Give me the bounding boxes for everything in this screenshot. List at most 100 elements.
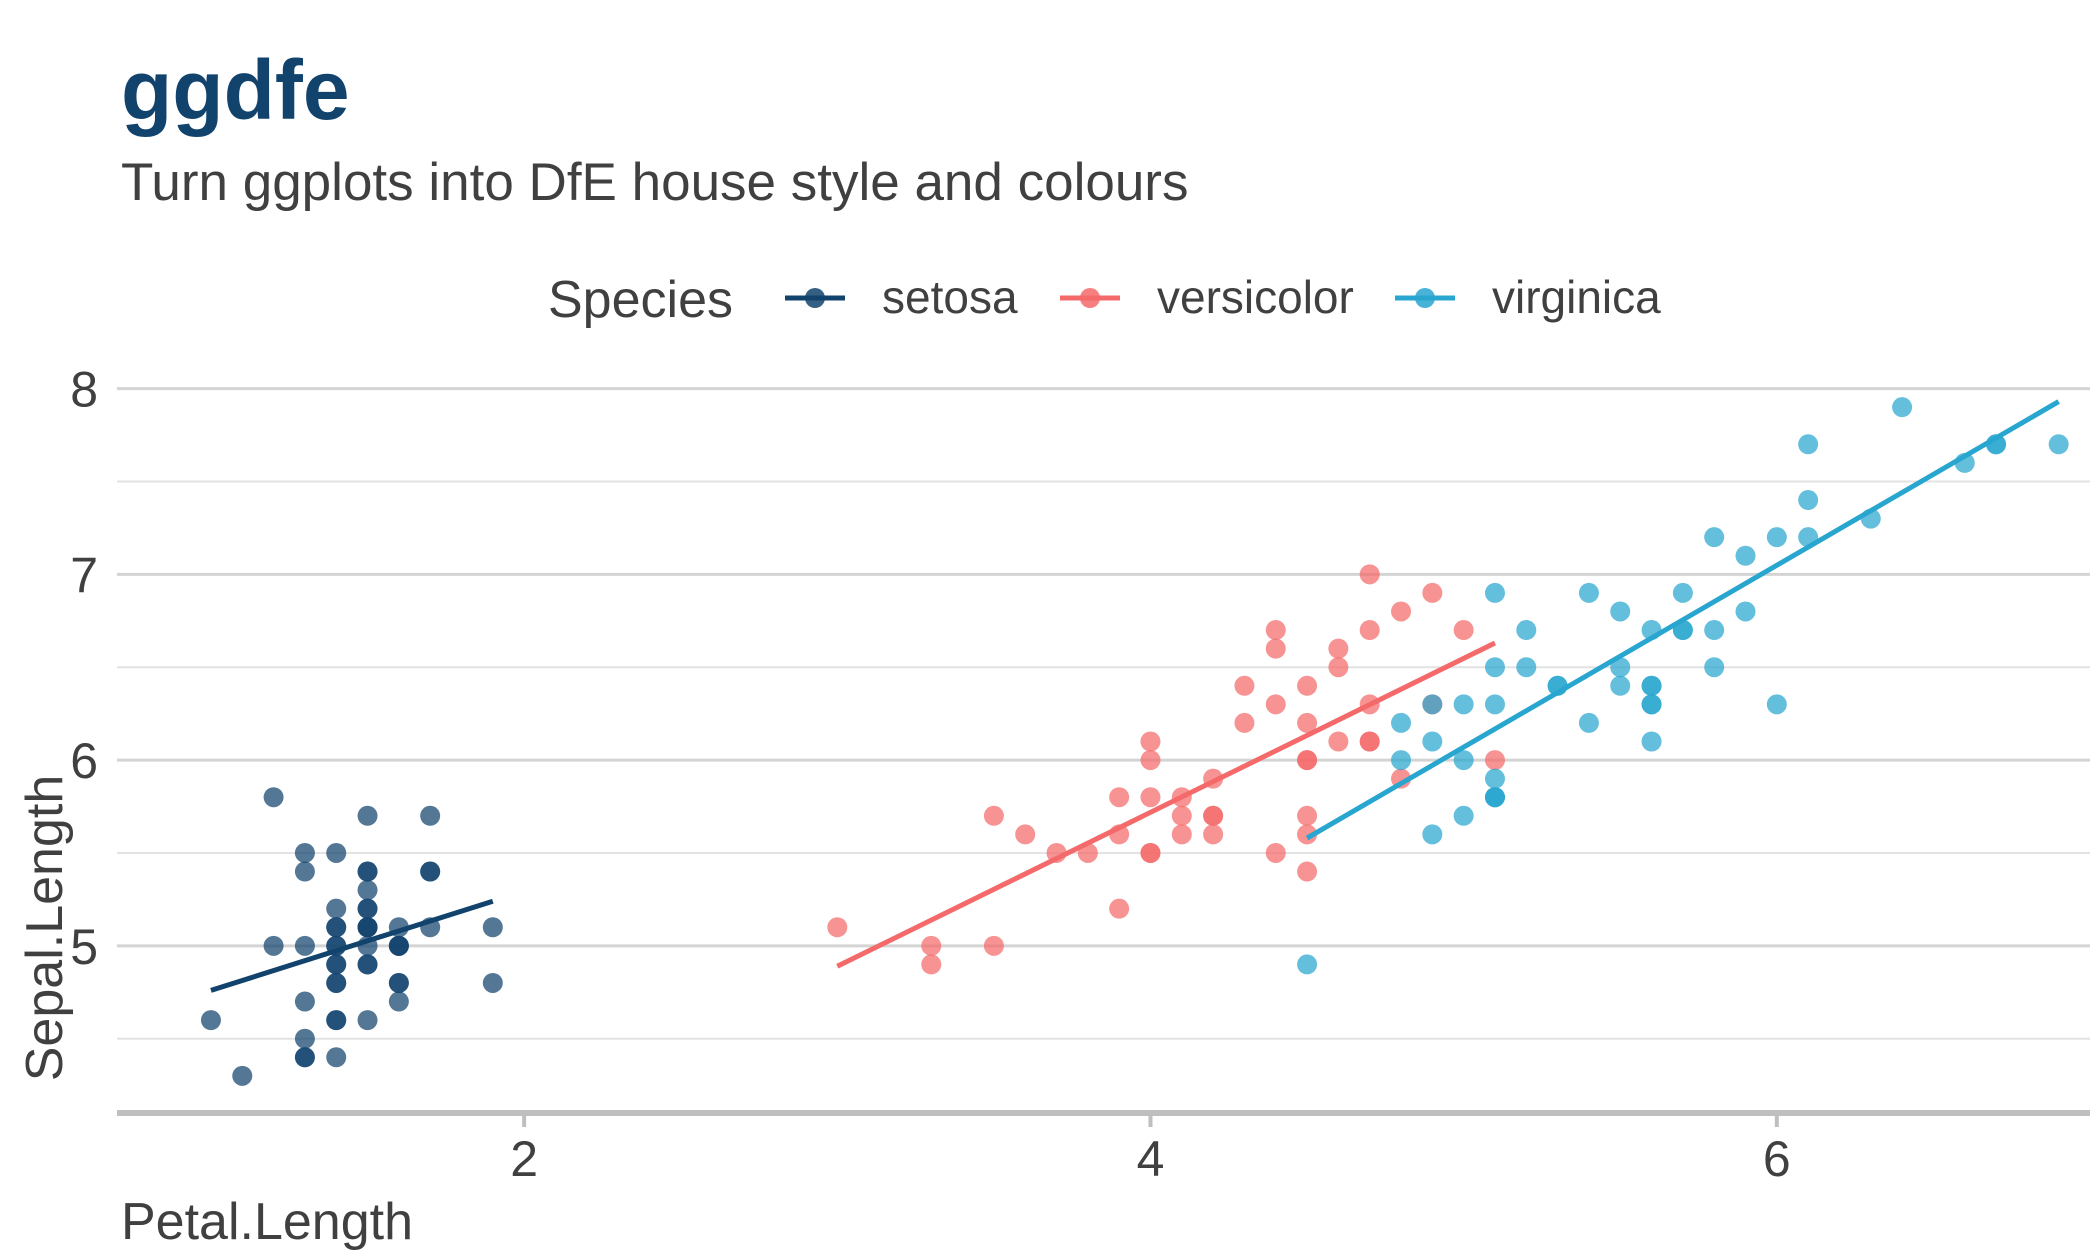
data-point-virginica: [1610, 657, 1631, 678]
data-point-virginica: [1484, 787, 1505, 808]
data-point-versicolor: [1453, 620, 1474, 641]
data-point-versicolor: [1171, 824, 1192, 845]
data-point-versicolor: [1265, 638, 1286, 659]
data-point-setosa: [326, 954, 347, 975]
x-tick-label: 2: [510, 1131, 538, 1187]
data-point-versicolor: [1234, 712, 1255, 733]
data-point-versicolor: [1359, 731, 1380, 752]
data-point-virginica: [1391, 750, 1412, 771]
data-point-versicolor: [1140, 787, 1161, 808]
data-point-setosa: [482, 917, 503, 938]
data-point-virginica: [1766, 694, 1787, 715]
data-point-virginica: [1641, 675, 1662, 696]
y-tick-label: 8: [70, 362, 98, 418]
x-axis-ticks: 2 4 6: [510, 1113, 1791, 1187]
data-point-versicolor: [1297, 750, 1318, 771]
data-point-setosa: [294, 842, 315, 863]
data-point-virginica: [1453, 750, 1474, 771]
data-point-versicolor: [1140, 842, 1161, 863]
data-point-versicolor: [1328, 731, 1349, 752]
data-point-versicolor: [983, 935, 1004, 956]
data-point-versicolor: [1203, 805, 1224, 826]
data-point-virginica: [1422, 824, 1443, 845]
data-point-versicolor: [921, 954, 942, 975]
y-tick-label: 7: [70, 547, 98, 603]
data-point-versicolor: [1140, 731, 1161, 752]
data-point-versicolor: [1359, 620, 1380, 641]
data-point-versicolor: [1484, 750, 1505, 771]
trend-line-setosa: [210, 898, 494, 993]
trend-line-versicolor: [836, 640, 1497, 969]
data-point-virginica: [1672, 582, 1693, 603]
data-point-versicolor: [1297, 805, 1318, 826]
data-point-versicolor: [1391, 601, 1412, 622]
data-point-setosa: [294, 991, 315, 1012]
legend-label: setosa: [882, 271, 1018, 323]
data-point-virginica: [1484, 657, 1505, 678]
data-point-virginica: [2048, 434, 2069, 455]
data-point-setosa: [357, 880, 378, 901]
data-point-versicolor: [1297, 824, 1318, 845]
data-point-versicolor: [1109, 898, 1130, 919]
data-point-versicolor: [1015, 824, 1036, 845]
data-point-versicolor: [1109, 787, 1130, 808]
legend-item-setosa: setosa: [785, 271, 1018, 323]
data-point-setosa: [294, 1047, 315, 1068]
data-point-virginica: [1516, 657, 1537, 678]
data-point-versicolor: [1265, 842, 1286, 863]
y-axis-label: Sepal.Length: [16, 775, 74, 1082]
data-point-virginica: [1391, 712, 1412, 733]
data-point-versicolor: [1297, 675, 1318, 696]
data-point-versicolor: [827, 917, 848, 938]
data-point-virginica: [1704, 620, 1725, 641]
data-point-versicolor: [1265, 620, 1286, 641]
trend-lines: [210, 399, 2060, 993]
data-point-virginica: [1704, 527, 1725, 548]
data-point-setosa: [388, 935, 409, 956]
data-point-versicolor: [1328, 657, 1349, 678]
legend-title: Species: [548, 271, 733, 329]
data-point-versicolor: [1140, 750, 1161, 771]
data-point-virginica: [1484, 582, 1505, 603]
data-point-versicolor: [1422, 582, 1443, 603]
data-point-virginica: [1704, 657, 1725, 678]
data-point-versicolor: [1297, 861, 1318, 882]
data-point-versicolor: [1328, 638, 1349, 659]
data-point-virginica: [1297, 954, 1318, 975]
data-point-setosa: [232, 1065, 253, 1086]
trend-line-virginica: [1305, 399, 2060, 841]
legend-label: versicolor: [1157, 271, 1354, 323]
data-point-virginica: [1641, 731, 1662, 752]
data-point-setosa: [263, 787, 284, 808]
chart-title: ggdfe: [121, 43, 350, 137]
data-point-setosa: [388, 991, 409, 1012]
data-point-setosa: [294, 861, 315, 882]
legend-label: virginica: [1492, 271, 1661, 323]
legend-item-virginica: virginica: [1395, 271, 1661, 323]
data-point-versicolor: [1359, 564, 1380, 585]
data-point-setosa: [294, 1028, 315, 1049]
data-point-versicolor: [1265, 694, 1286, 715]
data-point-versicolor: [1297, 712, 1318, 733]
data-point-virginica: [1453, 694, 1474, 715]
data-point-setosa: [357, 954, 378, 975]
data-point-virginica: [1641, 694, 1662, 715]
data-point-setosa: [482, 972, 503, 993]
data-point-virginica: [1484, 768, 1505, 789]
data-point-versicolor: [921, 935, 942, 956]
data-point-virginica: [1610, 601, 1631, 622]
data-point-virginica: [1735, 545, 1756, 566]
legend: Species setosa versicolor virginica: [548, 271, 1661, 329]
data-point-virginica: [1578, 582, 1599, 603]
data-point-setosa: [357, 917, 378, 938]
data-point-setosa: [326, 898, 347, 919]
x-tick-label: 4: [1137, 1131, 1165, 1187]
data-point-setosa: [388, 972, 409, 993]
data-point-virginica: [1766, 527, 1787, 548]
data-point-virginica: [1892, 397, 1913, 418]
x-tick-label: 6: [1763, 1131, 1791, 1187]
data-point-setosa: [357, 898, 378, 919]
data-point-virginica: [1798, 490, 1819, 511]
data-point-versicolor: [1203, 824, 1224, 845]
data-point-virginica: [1735, 601, 1756, 622]
